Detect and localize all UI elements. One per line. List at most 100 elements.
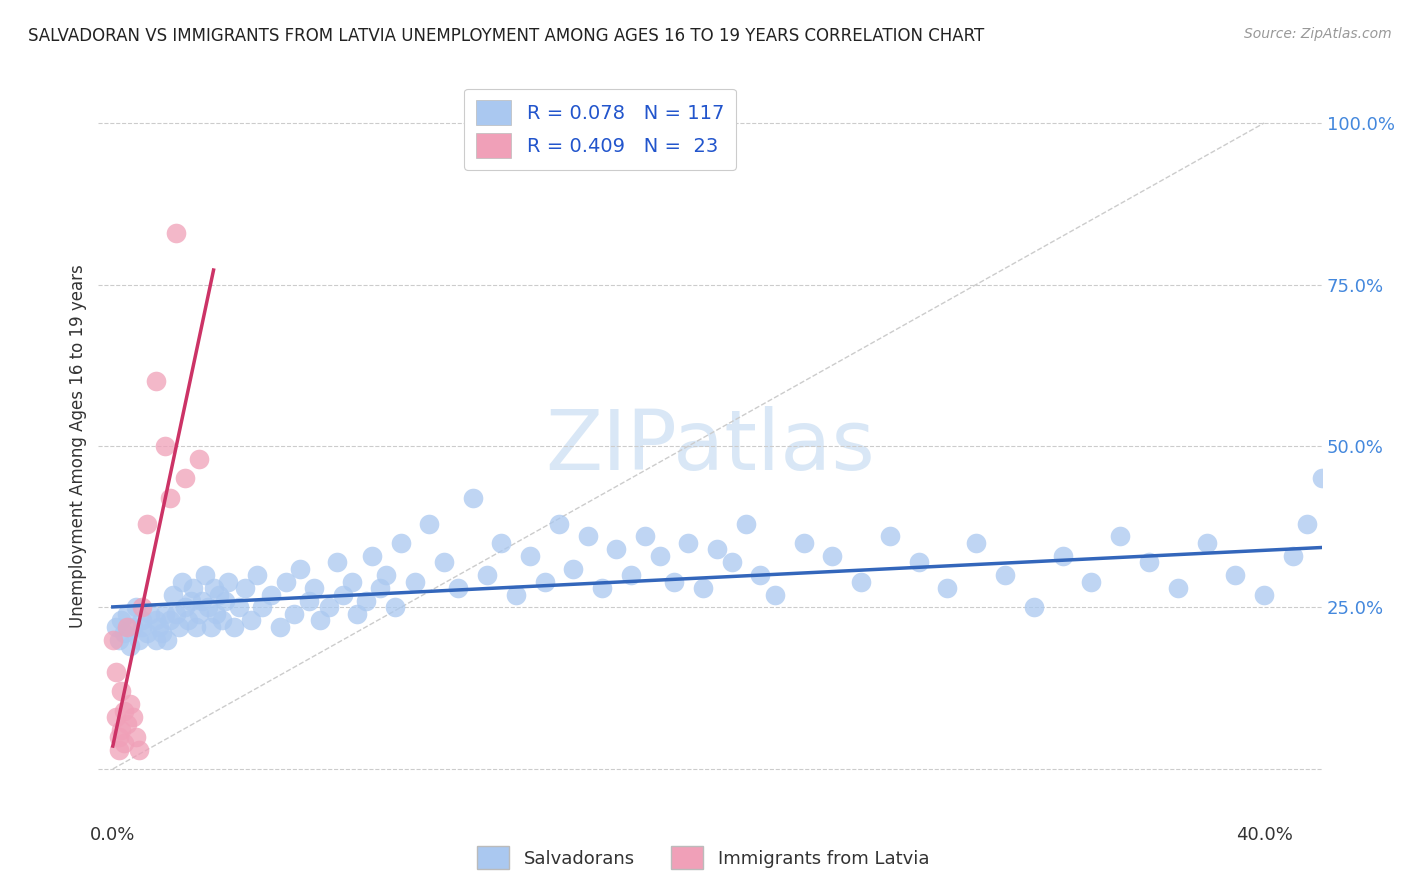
Point <box>101 632 124 647</box>
Point <box>173 471 195 485</box>
Point <box>340 574 363 589</box>
Point <box>159 491 181 505</box>
Point <box>104 710 127 724</box>
Point <box>706 542 728 557</box>
Point <box>228 600 250 615</box>
Point <box>519 549 541 563</box>
Point <box>202 581 225 595</box>
Point <box>304 581 326 595</box>
Point <box>153 607 176 621</box>
Point <box>145 614 167 628</box>
Point <box>404 574 426 589</box>
Point <box>907 555 929 569</box>
Text: SALVADORAN VS IMMIGRANTS FROM LATVIA UNEMPLOYMENT AMONG AGES 16 TO 19 YEARS CORR: SALVADORAN VS IMMIGRANTS FROM LATVIA UNE… <box>28 27 984 45</box>
Point <box>309 614 332 628</box>
Point <box>165 607 187 621</box>
Point <box>605 542 627 557</box>
Point <box>389 536 412 550</box>
Point <box>1137 555 1160 569</box>
Point <box>214 594 236 608</box>
Point <box>274 574 297 589</box>
Point <box>288 562 311 576</box>
Point <box>120 639 142 653</box>
Point <box>735 516 758 531</box>
Point <box>148 620 170 634</box>
Point <box>318 600 340 615</box>
Point <box>188 451 211 466</box>
Point <box>170 574 193 589</box>
Point <box>194 568 217 582</box>
Legend: R = 0.078   N = 117, R = 0.409   N =  23: R = 0.078 N = 117, R = 0.409 N = 23 <box>464 88 735 169</box>
Point <box>418 516 440 531</box>
Point <box>115 716 138 731</box>
Point <box>1080 574 1102 589</box>
Point <box>1253 588 1275 602</box>
Point <box>122 710 145 724</box>
Point <box>131 600 153 615</box>
Point <box>346 607 368 621</box>
Point <box>183 581 205 595</box>
Point <box>283 607 305 621</box>
Point <box>1339 555 1361 569</box>
Point <box>447 581 470 595</box>
Point <box>793 536 815 550</box>
Point <box>173 600 195 615</box>
Point <box>107 742 129 756</box>
Point <box>131 614 153 628</box>
Point <box>246 568 269 582</box>
Point <box>1052 549 1074 563</box>
Point <box>965 536 987 550</box>
Point <box>205 607 228 621</box>
Point <box>821 549 844 563</box>
Point <box>1225 568 1247 582</box>
Point <box>1167 581 1189 595</box>
Point <box>112 736 135 750</box>
Point <box>620 568 643 582</box>
Point <box>159 614 181 628</box>
Point <box>505 588 527 602</box>
Point <box>326 555 349 569</box>
Point <box>200 620 222 634</box>
Point <box>197 600 219 615</box>
Point <box>136 516 159 531</box>
Point <box>332 588 354 602</box>
Point <box>491 536 513 550</box>
Point <box>150 626 173 640</box>
Point <box>125 730 148 744</box>
Point <box>1324 588 1347 602</box>
Point <box>994 568 1017 582</box>
Point <box>634 529 657 543</box>
Point <box>1109 529 1132 543</box>
Y-axis label: Unemployment Among Ages 16 to 19 years: Unemployment Among Ages 16 to 19 years <box>69 264 87 628</box>
Point <box>145 632 167 647</box>
Point <box>749 568 772 582</box>
Point <box>548 516 571 531</box>
Point <box>591 581 613 595</box>
Point <box>370 581 392 595</box>
Point <box>180 594 202 608</box>
Text: ZIPatlas: ZIPatlas <box>546 406 875 486</box>
Point <box>1282 549 1305 563</box>
Point <box>128 632 150 647</box>
Point <box>375 568 398 582</box>
Point <box>252 600 274 615</box>
Point <box>1354 536 1376 550</box>
Point <box>1396 646 1406 660</box>
Point <box>145 375 167 389</box>
Point <box>849 574 872 589</box>
Point <box>475 568 498 582</box>
Point <box>162 588 184 602</box>
Point <box>115 607 138 621</box>
Point <box>648 549 671 563</box>
Point <box>125 600 148 615</box>
Point <box>269 620 291 634</box>
Point <box>720 555 742 569</box>
Point <box>260 588 283 602</box>
Point <box>297 594 319 608</box>
Point <box>879 529 901 543</box>
Point <box>433 555 456 569</box>
Point <box>662 574 685 589</box>
Point <box>208 588 231 602</box>
Point <box>1382 549 1405 563</box>
Point <box>1296 516 1319 531</box>
